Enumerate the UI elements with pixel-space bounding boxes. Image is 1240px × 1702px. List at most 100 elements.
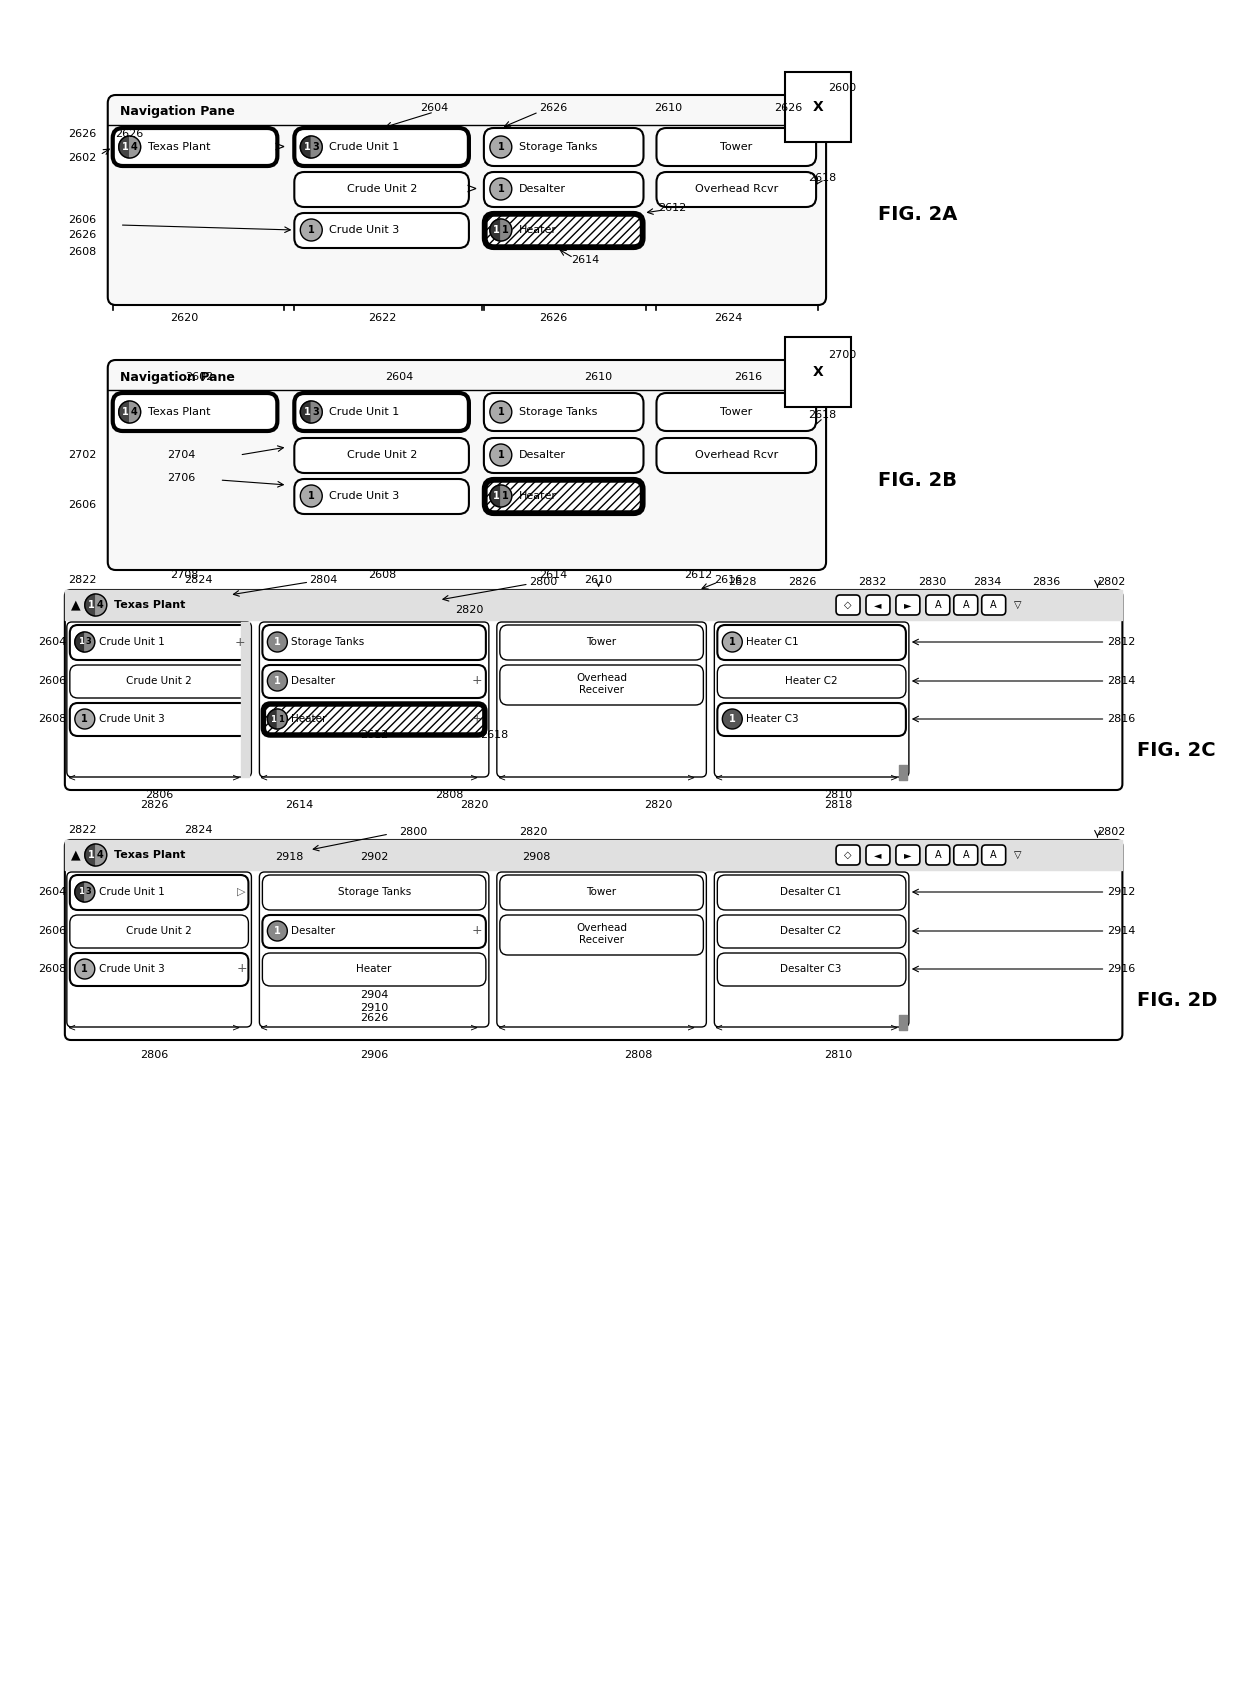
Text: Crude Unit 1: Crude Unit 1 (330, 407, 399, 417)
Text: Tower: Tower (720, 407, 753, 417)
Text: 2600: 2600 (828, 83, 856, 94)
Polygon shape (84, 844, 95, 866)
Text: 2708: 2708 (170, 570, 198, 580)
Text: 4: 4 (97, 601, 104, 609)
Text: Heater: Heater (291, 715, 326, 723)
Text: >: > (890, 773, 898, 783)
Text: Heater C3: Heater C3 (746, 715, 799, 723)
Text: Overhead Rcvr: Overhead Rcvr (694, 184, 777, 194)
Polygon shape (130, 136, 140, 158)
Text: Crude Unit 3: Crude Unit 3 (99, 715, 165, 723)
Text: 2816: 2816 (1107, 715, 1136, 723)
Text: +: + (471, 674, 482, 688)
Text: ◇: ◇ (844, 849, 852, 860)
Text: 2602: 2602 (68, 153, 95, 163)
Polygon shape (311, 402, 322, 424)
Text: >: > (687, 773, 696, 783)
Text: 1: 1 (502, 490, 508, 500)
Text: ▽: ▽ (1014, 849, 1022, 860)
Text: Heater C2: Heater C2 (785, 676, 837, 686)
Polygon shape (501, 220, 512, 242)
FancyBboxPatch shape (484, 437, 644, 473)
Text: 3: 3 (312, 141, 319, 151)
Text: Texas Plant: Texas Plant (148, 141, 210, 151)
FancyBboxPatch shape (500, 875, 703, 911)
Text: 2820: 2820 (455, 604, 484, 614)
Text: 2626: 2626 (68, 129, 95, 140)
Text: 2604: 2604 (38, 637, 66, 647)
Text: Overhead: Overhead (577, 672, 627, 683)
Circle shape (74, 958, 94, 979)
Circle shape (490, 136, 512, 158)
Text: 2914: 2914 (1107, 926, 1136, 936)
FancyBboxPatch shape (484, 128, 644, 167)
Text: A: A (962, 601, 970, 609)
FancyBboxPatch shape (717, 916, 906, 948)
Text: Heater: Heater (356, 963, 392, 974)
Text: Crude Unit 2: Crude Unit 2 (125, 926, 191, 936)
Text: Desalter: Desalter (291, 676, 336, 686)
Text: 2612: 2612 (658, 203, 687, 213)
Text: ▲: ▲ (71, 849, 81, 861)
Circle shape (268, 671, 288, 691)
Text: 2608: 2608 (368, 570, 397, 580)
Text: 2614: 2614 (539, 570, 568, 580)
Text: 2822: 2822 (68, 575, 97, 585)
Text: 2626: 2626 (539, 313, 568, 323)
Text: Crude Unit 2: Crude Unit 2 (347, 184, 418, 194)
Text: 2604: 2604 (420, 104, 448, 112)
Text: Texas Plant: Texas Plant (114, 849, 185, 860)
Text: 1: 1 (88, 849, 94, 860)
Text: X: X (812, 100, 823, 114)
FancyBboxPatch shape (113, 128, 278, 167)
Text: 2614: 2614 (285, 800, 314, 810)
Text: 1: 1 (279, 715, 284, 723)
Text: ◇: ◇ (844, 601, 852, 609)
Text: +: + (471, 924, 482, 938)
Text: 2802: 2802 (1097, 827, 1126, 837)
Text: 2800: 2800 (399, 827, 428, 837)
Text: 2806: 2806 (145, 790, 174, 800)
FancyBboxPatch shape (69, 703, 248, 735)
Text: Crude Unit 1: Crude Unit 1 (99, 887, 165, 897)
Text: 2832: 2832 (858, 577, 887, 587)
FancyBboxPatch shape (69, 665, 248, 698)
Text: 2820: 2820 (645, 800, 672, 810)
Text: Desalter C3: Desalter C3 (780, 963, 842, 974)
FancyBboxPatch shape (294, 128, 469, 167)
Circle shape (490, 444, 512, 466)
Text: 2810: 2810 (823, 790, 852, 800)
Text: 2918: 2918 (275, 853, 304, 861)
Text: 2808: 2808 (624, 1050, 652, 1060)
Text: 1: 1 (270, 715, 277, 723)
Text: ▷: ▷ (237, 887, 246, 897)
Text: 2606: 2606 (38, 676, 66, 686)
Text: 2818: 2818 (823, 800, 852, 810)
Polygon shape (300, 136, 311, 158)
Text: 2606: 2606 (38, 926, 66, 936)
Text: ►: ► (904, 601, 911, 609)
Text: Crude Unit 3: Crude Unit 3 (99, 963, 165, 974)
Circle shape (300, 485, 322, 507)
Text: 2808: 2808 (435, 790, 464, 800)
Text: 2800: 2800 (528, 577, 557, 587)
FancyBboxPatch shape (484, 213, 644, 248)
FancyBboxPatch shape (836, 596, 861, 614)
Circle shape (268, 921, 288, 941)
Polygon shape (490, 485, 501, 507)
Text: 1: 1 (78, 887, 84, 897)
FancyBboxPatch shape (926, 844, 950, 865)
Text: 2700: 2700 (828, 351, 857, 361)
Text: ▽: ▽ (1014, 601, 1022, 609)
Text: 1: 1 (274, 676, 280, 686)
Text: 1: 1 (88, 601, 94, 609)
Text: FIG. 2C: FIG. 2C (1137, 740, 1216, 759)
Text: Tower: Tower (587, 887, 616, 897)
Text: Crude Unit 3: Crude Unit 3 (330, 225, 399, 235)
Text: <: < (68, 773, 76, 783)
Text: +: + (236, 963, 247, 975)
FancyBboxPatch shape (717, 703, 906, 735)
Text: 2612: 2612 (360, 730, 388, 740)
FancyBboxPatch shape (484, 172, 644, 208)
Text: 1: 1 (502, 225, 508, 235)
